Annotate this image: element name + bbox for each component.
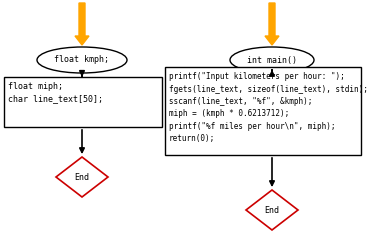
Bar — [4, 77, 162, 127]
Ellipse shape — [230, 47, 314, 73]
Text: int main(): int main() — [247, 56, 297, 64]
Text: float miph;
char line_text[50];: float miph; char line_text[50]; — [8, 82, 103, 103]
Ellipse shape — [37, 47, 127, 73]
FancyArrow shape — [265, 3, 279, 45]
FancyArrow shape — [75, 3, 89, 45]
Text: End: End — [265, 206, 280, 215]
Text: End: End — [74, 172, 89, 182]
Text: float kmph;: float kmph; — [54, 56, 110, 64]
Polygon shape — [56, 157, 108, 197]
Bar — [165, 67, 361, 155]
Polygon shape — [246, 190, 298, 230]
Text: printf("Input kilometers per hour: ");
fgets(line_text, sizeof(line_text), stdin: printf("Input kilometers per hour: "); f… — [169, 72, 368, 144]
